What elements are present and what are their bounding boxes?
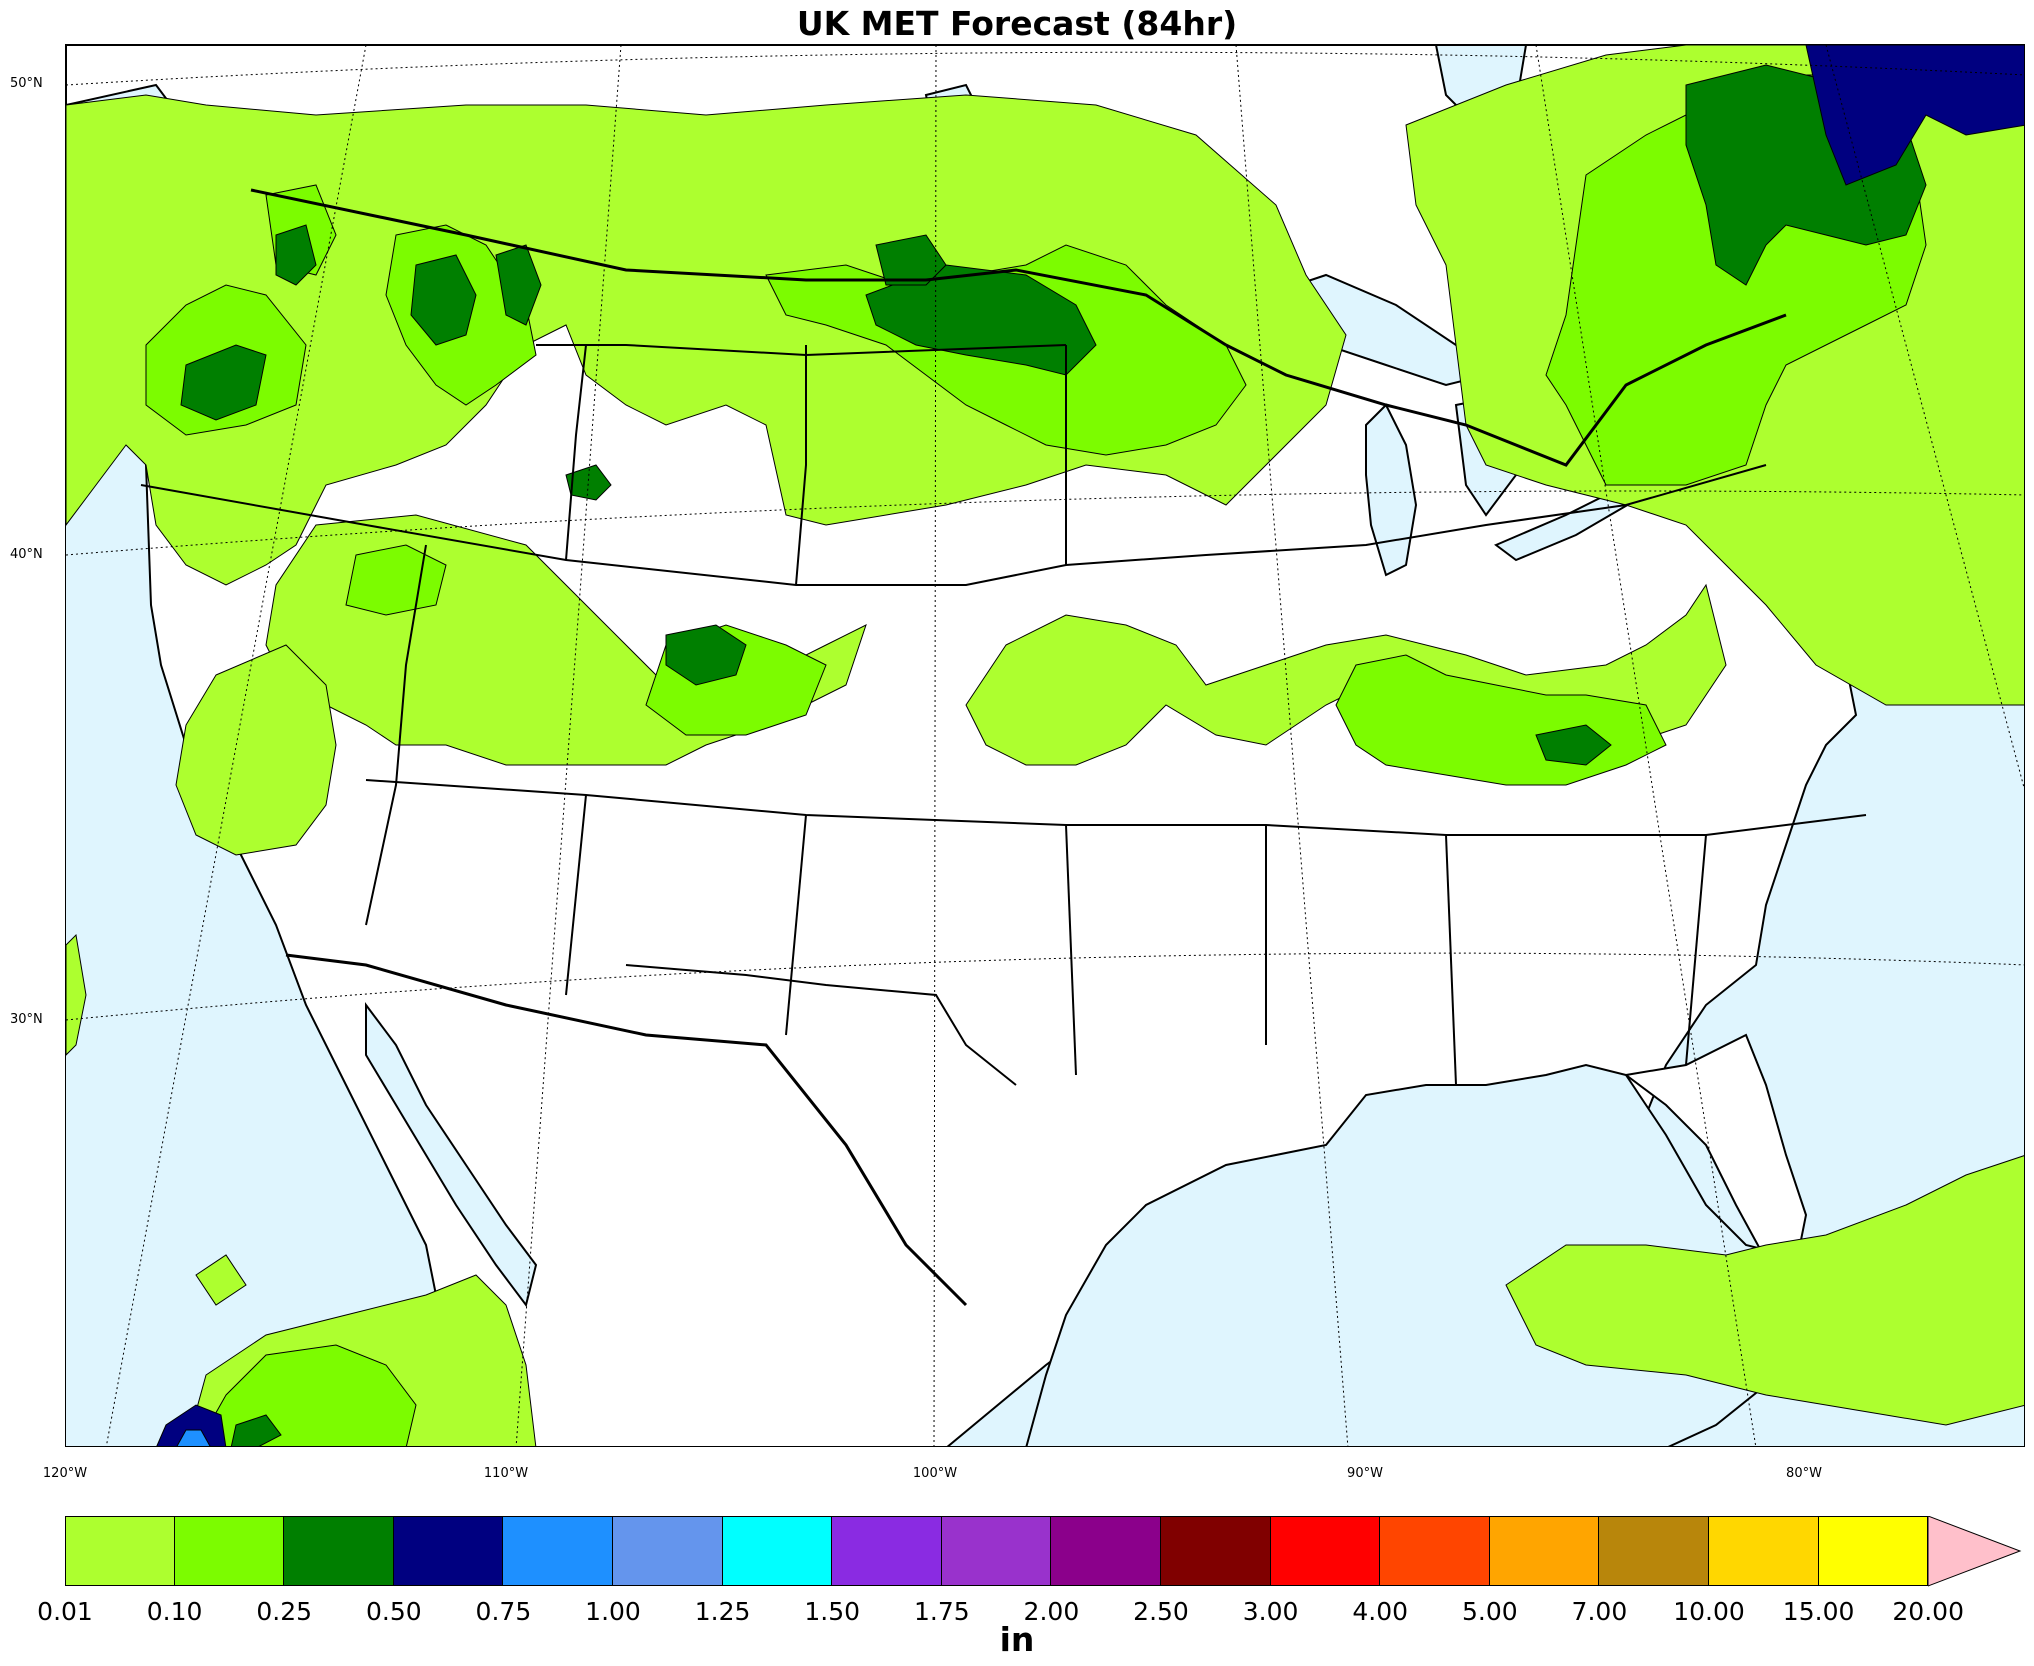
colorbar-tick-label: 20.00 (1892, 1597, 1964, 1626)
colorbar-swatch (1709, 1516, 1819, 1586)
colorbar-tick-label: 1.75 (913, 1597, 970, 1626)
lat-label-50: 50°N (10, 76, 43, 91)
colorbar-swatch (941, 1516, 1052, 1586)
colorbar-swatch (1161, 1516, 1271, 1586)
colorbar-swatch (1270, 1516, 1381, 1586)
colorbar-swatch (1051, 1516, 1161, 1586)
colorbar-tick-label: 5.00 (1461, 1597, 1518, 1626)
colorbar-tick-label: 1.25 (694, 1597, 751, 1626)
colorbar-outline (65, 1516, 1929, 1586)
precip-0.75 (176, 1429, 211, 1446)
colorbar-tick-label: 3.00 (1242, 1597, 1299, 1626)
colorbar-tick-label: 15.00 (1782, 1597, 1855, 1626)
colorbar-extend-arrow (1928, 1516, 2022, 1587)
colorbar-tick-label: 0.75 (475, 1597, 532, 1626)
colorbar-swatch (1599, 1516, 1709, 1586)
colorbar-tick-label: 7.00 (1571, 1597, 1628, 1626)
lon-label-80: 80°W (1786, 1466, 1822, 1481)
colorbar-tick-label: 1.50 (804, 1597, 861, 1626)
lat-label-40: 40°N (10, 547, 43, 562)
colorbar-tick-label: 0.10 (146, 1597, 203, 1626)
colorbar-swatch (1380, 1516, 1490, 1586)
map-canvas (66, 45, 2024, 1446)
lat-label-30: 30°N (10, 1012, 43, 1027)
colorbar-swatch (613, 1516, 723, 1586)
colorbar-tick-label: 0.50 (365, 1597, 422, 1626)
colorbar-swatch (722, 1516, 833, 1586)
colorbar-tick-label: 0.01 (37, 1597, 93, 1626)
colorbar-swatch (393, 1516, 504, 1586)
lon-label-120: 120°W (42, 1466, 88, 1481)
lon-label-110: 110°W (483, 1466, 529, 1481)
colorbar-swatch (832, 1516, 942, 1586)
colorbar-tick-label: 1.00 (585, 1597, 641, 1626)
colorbar-tick-label: 10.00 (1673, 1597, 1745, 1626)
lake-michigan (1365, 403, 1418, 577)
lon-label-100: 100°W (912, 1466, 958, 1481)
gulf-of-california (365, 1002, 538, 1308)
colorbar-tick-label: 2.00 (1023, 1597, 1080, 1626)
precipitation-map (65, 44, 2025, 1447)
colorbar-swatch (174, 1516, 285, 1586)
precip-0.50 (156, 45, 2024, 1446)
colorbar-swatch (284, 1516, 394, 1586)
colorbar-tick-label: 0.25 (256, 1597, 313, 1626)
colorbar-tick-label: 2.50 (1133, 1597, 1189, 1626)
colorbar-tick-label: 4.00 (1352, 1597, 1409, 1626)
colorbar-swatch (1489, 1516, 1600, 1586)
colorbar-swatch (1818, 1516, 1929, 1586)
lon-label-90: 90°W (1347, 1466, 1383, 1481)
colorbar-unit-label: in (999, 1620, 1035, 1659)
graticule (66, 45, 2024, 1446)
colorbar (65, 1516, 2034, 1588)
political-borders (140, 188, 1867, 1307)
map-title: UK MET Forecast (84hr) (796, 4, 1238, 43)
colorbar-swatch (503, 1516, 613, 1586)
colorbar-swatch (65, 1516, 175, 1586)
